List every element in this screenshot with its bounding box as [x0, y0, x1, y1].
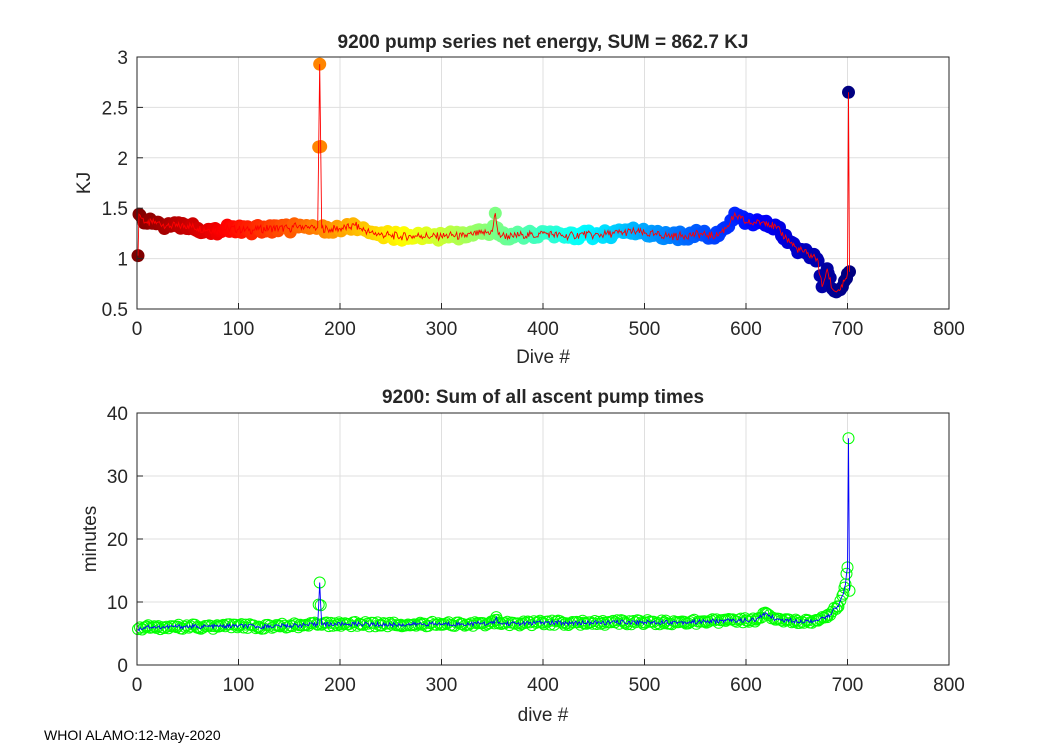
- pump-time-y-tick-label: 30: [107, 467, 128, 488]
- pump-time-data-point: [531, 616, 544, 628]
- pump-time-data-point: [837, 587, 850, 600]
- pump-time-x-tick-label: 400: [527, 675, 559, 696]
- pump-time-y-tick-label: 0: [117, 656, 128, 677]
- pump-time-data-point: [367, 616, 380, 629]
- pump-time-data-point: [706, 613, 719, 626]
- pump-time-series-line: [137, 438, 850, 632]
- pump-time-data-point: [410, 619, 423, 632]
- energy-y-axis-label: KJ: [74, 172, 95, 194]
- pump-time-x-tick-label: 800: [933, 675, 965, 696]
- pump-time-data-point: [442, 616, 455, 629]
- pump-time-data-point: [176, 622, 189, 635]
- pump-time-chart-title: 9200: Sum of all ascent pump times: [382, 387, 704, 408]
- pump-time-data-point: [132, 623, 144, 636]
- energy-x-tick-label: 700: [832, 319, 864, 340]
- pump-time-x-tick-label: 300: [426, 675, 458, 696]
- pump-time-data-point: [840, 567, 853, 580]
- pump-time-data-point: [820, 609, 833, 622]
- pump-time-x-tick-label: 0: [132, 675, 143, 696]
- pump-time-x-tick-label: 600: [730, 675, 762, 696]
- pump-time-x-tick-label: 500: [629, 675, 661, 696]
- pump-time-data-point: [801, 614, 814, 627]
- pump-time-x-tick-label: 100: [223, 675, 255, 696]
- pump-time-x-tick-label: 200: [324, 675, 356, 696]
- energy-y-tick-label: 1: [117, 250, 128, 271]
- energy-x-tick-label: 100: [223, 319, 255, 340]
- pump-time-data-point: [288, 617, 301, 630]
- pump-time-data-point: [235, 618, 248, 631]
- energy-series-line: [137, 64, 850, 293]
- energy-x-tick-label: 200: [324, 319, 356, 340]
- energy-x-axis-label: Dive #: [516, 347, 570, 368]
- footer-credit: WHOI ALAMO:12-May-2020: [44, 727, 221, 743]
- pump-time-data-point: [517, 615, 530, 628]
- pump-time-data-point: [326, 619, 339, 632]
- pump-time-data-point: [659, 614, 672, 627]
- pump-time-data-point: [710, 613, 723, 626]
- pump-time-data-point: [834, 594, 847, 607]
- pump-time-data-point: [158, 622, 171, 634]
- energy-y-tick-label: 2: [117, 149, 128, 170]
- pump-time-data-point: [542, 615, 555, 628]
- pump-time-data-point: [188, 618, 201, 631]
- energy-y-tick-label: 1.5: [102, 199, 128, 220]
- pump-time-data-point: [832, 600, 845, 613]
- pump-time-data-point: [359, 616, 372, 629]
- pump-time-data-point: [686, 614, 699, 627]
- pump-time-data-point: [231, 621, 244, 634]
- energy-x-tick-label: 500: [629, 319, 661, 340]
- pump-time-data-point: [592, 615, 605, 628]
- energy-x-tick-label: 300: [426, 319, 458, 340]
- pump-time-data-point: [257, 622, 270, 635]
- pump-time-data-point: [430, 618, 443, 631]
- pump-time-y-axis-label: minutes: [80, 506, 101, 573]
- pump-time-y-tick-label: 20: [107, 530, 128, 551]
- pump-time-data-point: [448, 619, 461, 632]
- energy-x-tick-label: 800: [933, 319, 965, 340]
- pump-time-y-tick-label: 10: [107, 593, 128, 614]
- pump-time-data-point: [621, 618, 634, 631]
- pump-time-data-point: [548, 618, 561, 631]
- pump-time-x-axis-label: dive #: [518, 705, 569, 726]
- energy-x-tick-label: 0: [132, 319, 143, 340]
- pump-time-y-tick-label: 40: [107, 404, 128, 425]
- pump-time-data-point: [824, 609, 837, 621]
- energy-x-tick-label: 600: [730, 319, 762, 340]
- pump-time-x-tick-label: 700: [832, 675, 864, 696]
- energy-y-tick-label: 3: [117, 48, 128, 69]
- pump-time-data-point: [750, 613, 763, 626]
- energy-chart-title: 9200 pump series net energy, SUM = 862.7…: [338, 32, 749, 53]
- pump-time-data-point: [379, 617, 392, 630]
- energy-y-tick-label: 2.5: [102, 98, 128, 119]
- pump-time-data-point: [328, 617, 341, 630]
- energy-x-tick-label: 400: [527, 319, 559, 340]
- pump-time-data-point: [761, 607, 774, 620]
- energy-panel: 0 100 200 300 400 500 600 700 800 0.5 1 1.5 2 2.5 3 92…: [74, 32, 965, 368]
- pump-time-data-point: [223, 618, 236, 631]
- pump-time-data-point: [207, 622, 220, 635]
- pump-time-data-point: [590, 618, 603, 630]
- pump-time-panel: 0 100 200 300 400 500 600 700 800 0 10 20 30 40 9200:…: [80, 387, 965, 726]
- energy-y-tick-label: 0.5: [102, 300, 128, 321]
